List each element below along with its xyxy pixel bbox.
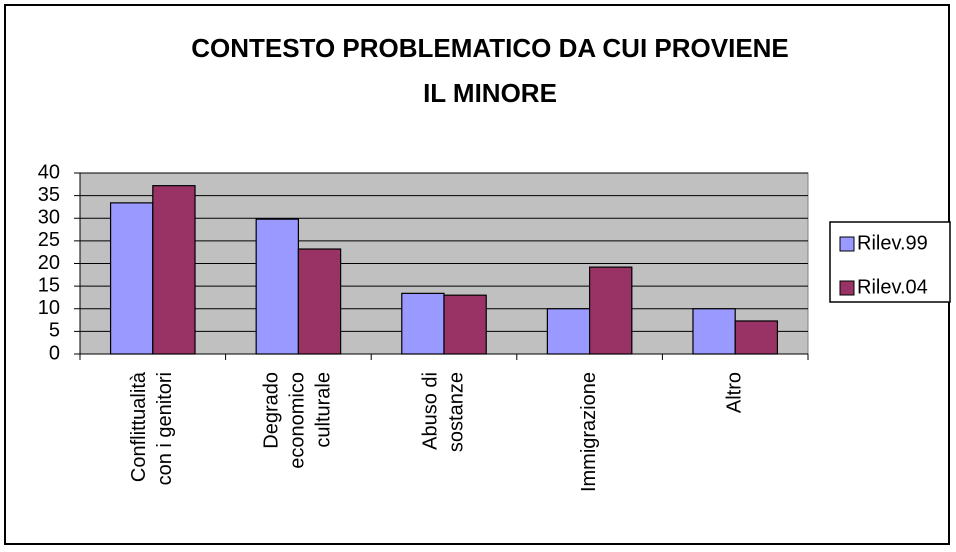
y-tick-label: 35: [38, 184, 60, 206]
bar: [588, 266, 633, 355]
bar: [255, 218, 299, 355]
bar: [152, 185, 196, 355]
x-tick-label: sostanze: [445, 372, 467, 452]
bar: [546, 308, 591, 355]
y-tick-label: 10: [38, 297, 60, 319]
x-tick-label: Altro: [723, 372, 745, 413]
y-tick-label: 15: [38, 274, 60, 296]
bar: [109, 202, 154, 355]
y-tick-label: 20: [38, 252, 60, 274]
y-tick-label: 30: [38, 207, 60, 229]
x-tick-label: Conflittualità: [128, 371, 150, 482]
y-tick-label: 5: [49, 320, 60, 342]
x-tick-label: con i genitori: [154, 372, 176, 485]
chart-title: CONTESTO PROBLEMATICO DA CUI PROVIENE: [191, 33, 789, 63]
bar: [734, 320, 779, 355]
y-tick-label: 0: [49, 342, 60, 364]
y-tick-label: 40: [38, 161, 60, 183]
x-tick-label: Abuso di: [419, 372, 441, 450]
legend-label: Rilev.99: [857, 232, 928, 254]
legend-swatch: [839, 280, 855, 296]
x-tick-label: culturale: [313, 372, 335, 448]
x-tick-label: Degrado: [261, 372, 283, 449]
bar: [443, 294, 487, 355]
x-tick-label: Immigrazione: [578, 372, 600, 492]
legend-swatch: [839, 236, 855, 252]
chart-title: IL MINORE: [423, 78, 557, 108]
x-tick-label: economico: [287, 372, 309, 469]
bar: [401, 292, 445, 355]
bar: [692, 308, 736, 355]
legend-label: Rilev.04: [857, 276, 928, 298]
bar: [297, 248, 342, 355]
y-tick-label: 25: [38, 229, 60, 251]
